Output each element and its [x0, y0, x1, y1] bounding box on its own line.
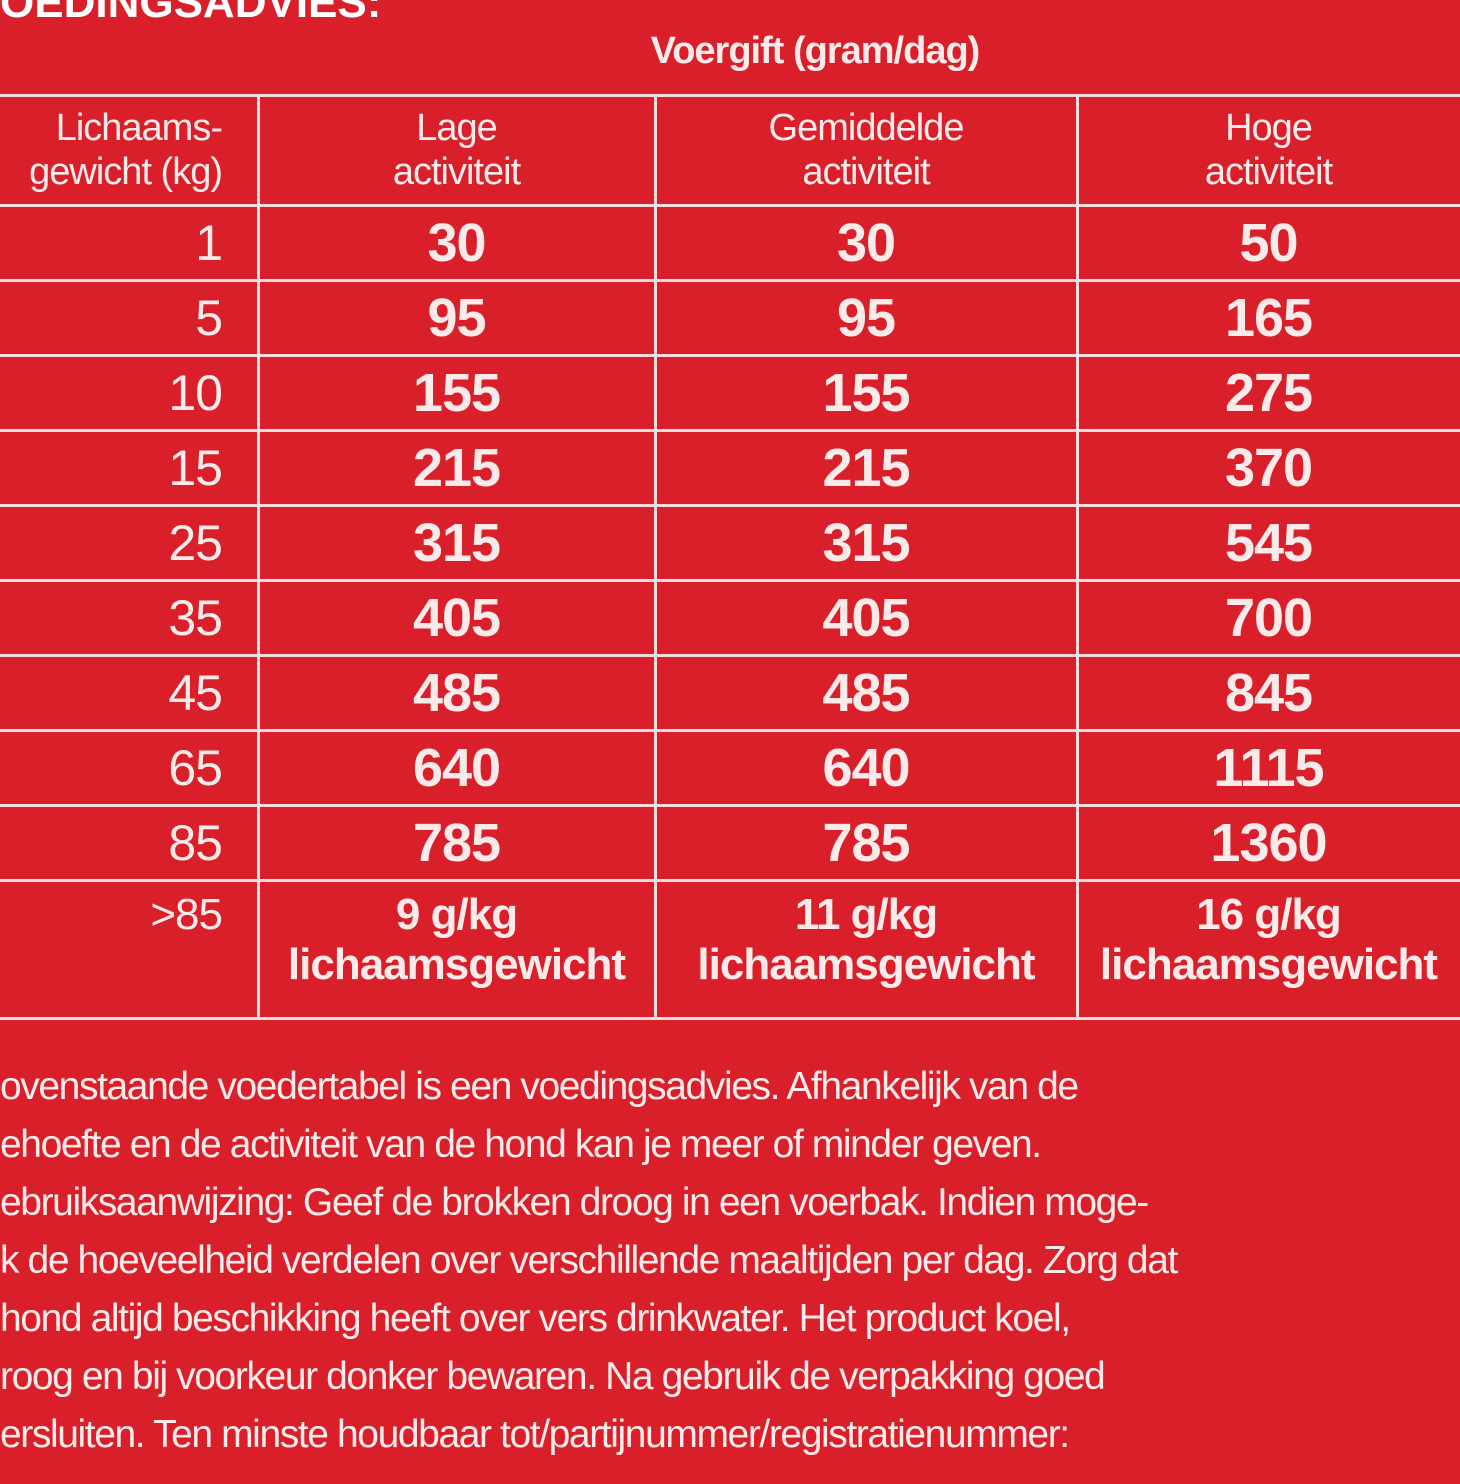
- cell-line: Lage: [416, 107, 498, 149]
- cell-line: 9 g/kg: [395, 890, 518, 939]
- cell-line: lichaamsgewicht: [1099, 940, 1438, 989]
- table-cell: 785: [822, 812, 910, 873]
- table-cell: 155: [822, 362, 910, 423]
- grid-line: [0, 93, 1460, 97]
- table-cell: 405: [822, 587, 910, 648]
- cell-line: gewicht (kg): [29, 151, 223, 193]
- grid-line: [0, 353, 1460, 357]
- table-cell: 35: [168, 589, 223, 646]
- table-cell: 785: [412, 812, 501, 873]
- grid-line: [0, 653, 1460, 657]
- table-cell: 485: [822, 662, 910, 723]
- cell-line: lichaamsgewicht: [287, 940, 626, 989]
- table-cell: 155: [412, 362, 501, 423]
- grid-line: [0, 728, 1460, 732]
- cell-line: Lichaams-: [55, 107, 223, 149]
- grid-line: [0, 803, 1460, 807]
- paragraph-line: roog en bij voorkeur donker bewaren. Na …: [0, 1355, 1106, 1398]
- cell-line: 16 g/kg: [1196, 890, 1342, 939]
- grid-line: [1075, 95, 1079, 1018]
- table-cell: 315: [822, 512, 910, 573]
- paragraph-line: ebruiksaanwijzing: Geef de brokken droog…: [0, 1181, 1149, 1224]
- grid-line: [0, 278, 1460, 282]
- cell-line: activiteit: [802, 151, 930, 193]
- table-cell: 10: [168, 364, 223, 421]
- cell-line: Hoge: [1225, 107, 1313, 149]
- cell-line: lichaamsgewicht: [697, 940, 1035, 989]
- grid-line: [0, 428, 1460, 432]
- table-cell: 640: [412, 737, 501, 798]
- table-cell: >85: [150, 890, 223, 939]
- header-cell: Hoge activiteit: [1077, 95, 1460, 205]
- table-cell: 405: [412, 587, 501, 648]
- cell-line: 11 g/kg: [794, 890, 938, 939]
- table-cell: 11 g/kg lichaamsgewicht: [655, 880, 1077, 1018]
- paragraph-line: hond altijd beschikking heeft over vers …: [0, 1297, 1071, 1340]
- grid-line: [0, 578, 1460, 582]
- paragraph-line: ovenstaande voedertabel is een voedingsa…: [0, 1065, 1079, 1108]
- table-caption: Voergift (gram/dag): [650, 30, 981, 72]
- table-cell: 370: [1224, 437, 1313, 498]
- table-cell: 845: [1224, 662, 1313, 723]
- table-cell: 1360: [1210, 812, 1327, 873]
- grid-line: [0, 878, 1460, 882]
- grid-line: [0, 503, 1460, 507]
- table-cell: 95: [427, 287, 486, 348]
- table-cell: 16 g/kg lichaamsgewicht: [1077, 880, 1460, 1018]
- table-cell: 9 g/kg lichaamsgewicht: [258, 880, 655, 1018]
- paragraph-line: ehoefte en de activiteit van de hond kan…: [0, 1123, 1042, 1166]
- header-cell: Lichaams-gewicht (kg): [0, 95, 258, 205]
- grid-line: [0, 203, 1460, 207]
- table-cell: 15: [168, 439, 223, 496]
- table-cell: 1: [195, 214, 223, 271]
- table-cell: 5: [195, 289, 223, 346]
- table-cell: 165: [1224, 287, 1313, 348]
- table-cell: 50: [1239, 212, 1298, 273]
- table-cell: 485: [412, 662, 501, 723]
- table-cell: 215: [822, 437, 910, 498]
- table-cell: 545: [1224, 512, 1313, 573]
- paragraph-line: k de hoeveelheid verdelen over verschill…: [0, 1239, 1178, 1282]
- table-cell: 640: [822, 737, 910, 798]
- cell-line: Gemiddelde: [768, 107, 965, 149]
- table-cell: 30: [427, 212, 486, 273]
- table-cell: 65: [168, 739, 223, 796]
- table-cell: 700: [1224, 587, 1313, 648]
- table-cell: 275: [1224, 362, 1313, 423]
- cell-line: activiteit: [392, 151, 521, 193]
- grid-line: [653, 95, 657, 1018]
- table-cell: 1115: [1213, 737, 1324, 798]
- table-cell: 215: [412, 437, 501, 498]
- table-cell: 30: [836, 212, 896, 273]
- grid-line: [256, 95, 260, 1018]
- table-cell: 315: [412, 512, 501, 573]
- grid-line: [0, 1016, 1460, 1020]
- header-cell: Gemiddelde activiteit: [655, 95, 1077, 205]
- table-cell: 85: [168, 814, 223, 871]
- table-cell: 45: [168, 664, 223, 721]
- header-cell: Lage activiteit: [258, 95, 655, 205]
- paragraph-line: ersluiten. Ten minste houdbaar tot/parti…: [0, 1413, 1070, 1456]
- table-cell: 95: [836, 287, 896, 348]
- cell-line: activiteit: [1204, 151, 1333, 193]
- table-cell: 25: [168, 514, 223, 571]
- title: OEDINGSADVIES:: [0, 0, 382, 27]
